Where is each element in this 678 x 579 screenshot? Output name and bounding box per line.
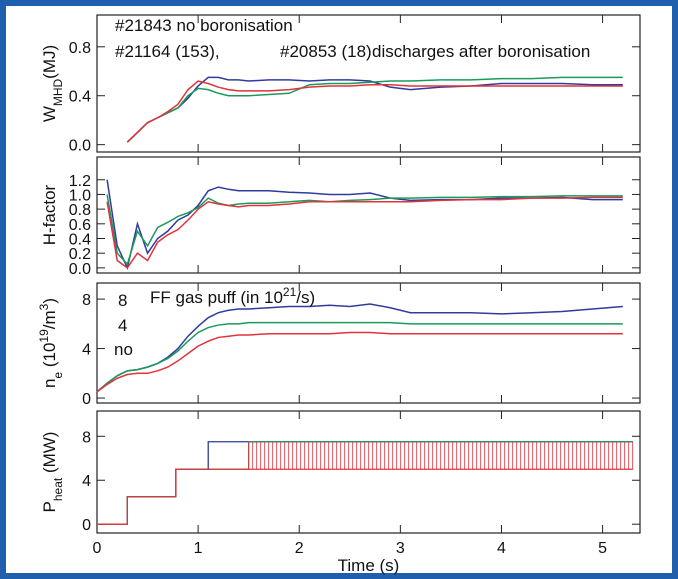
x-tick-label: 3 xyxy=(396,540,405,557)
y-tick-label: 8 xyxy=(82,292,91,309)
annotation: discharges after boronisation xyxy=(372,42,590,61)
legend-label: no xyxy=(114,340,133,359)
text-part: ) xyxy=(40,298,59,304)
y-tick-label: 0.0 xyxy=(69,261,91,278)
text-part: W xyxy=(40,106,59,122)
text-part: heat xyxy=(51,477,65,501)
y-tick-label: 0 xyxy=(82,391,91,408)
y-tick-label: 1.2 xyxy=(69,173,91,190)
text-part: (MW) xyxy=(40,432,59,478)
legend-label: #20853 (18) xyxy=(280,42,372,61)
axes-frame xyxy=(96,156,641,274)
y-tick-label: 0 xyxy=(82,517,91,534)
x-tick-label: 5 xyxy=(598,540,607,557)
text-part: /s) xyxy=(296,288,315,307)
x-tick-label: 2 xyxy=(295,540,304,557)
series-line xyxy=(96,331,623,393)
text-part: P xyxy=(40,501,59,512)
legend-label: 4 xyxy=(118,316,127,335)
x-axis-label: Time (s) xyxy=(338,556,400,575)
text-part: 19 xyxy=(37,329,51,343)
plot-background xyxy=(6,6,672,573)
y-axis-label: WMHD(MJ) xyxy=(40,45,65,122)
axes-frame xyxy=(96,282,641,404)
y-tick-label: 0.2 xyxy=(69,246,91,263)
text-part: e xyxy=(51,372,65,379)
text-part: MHD xyxy=(51,78,65,106)
x-tick-label: 0 xyxy=(93,540,102,557)
y-axis-label: ne (1019/m3) xyxy=(37,298,65,388)
text-part: FF gas puff (in 10 xyxy=(150,288,283,307)
legend-label: #21843 no boronisation xyxy=(115,16,293,35)
text-part: n xyxy=(40,379,59,388)
y-tick-label: 0.8 xyxy=(69,40,91,57)
x-tick-label: 1 xyxy=(194,540,203,557)
y-tick-label: 0.4 xyxy=(69,231,91,248)
y-tick-label: 1.0 xyxy=(69,187,91,204)
y-tick-label: 0.8 xyxy=(69,202,91,219)
axes-frame xyxy=(96,14,641,153)
text-part: H-factor xyxy=(40,184,59,245)
y-tick-label: 0.6 xyxy=(69,217,91,234)
y-tick-label: 4 xyxy=(82,473,91,490)
step-line xyxy=(97,468,633,525)
series-line xyxy=(126,80,623,143)
y-axis-label: Pheat (MW) xyxy=(40,432,65,513)
text-part: (MJ) xyxy=(40,45,59,79)
text-part: 3 xyxy=(37,303,51,310)
y-tick-label: 8 xyxy=(82,429,91,446)
y-tick-label: 4 xyxy=(82,342,91,359)
series-line xyxy=(96,321,623,393)
y-tick-label: 0.0 xyxy=(69,138,91,155)
series-line xyxy=(106,196,623,269)
axes-frame xyxy=(96,410,641,534)
legend-label: #21164 (153), xyxy=(115,42,220,61)
text-part: (10 xyxy=(40,343,59,372)
text-part: /m xyxy=(40,310,59,329)
x-tick-label: 4 xyxy=(497,540,506,557)
series-line xyxy=(126,76,623,143)
annotation: FF gas puff (in 1021/s) xyxy=(150,285,315,307)
legend-label: 8 xyxy=(118,291,127,310)
text-part: 21 xyxy=(283,285,297,299)
y-tick-label: 0.4 xyxy=(69,89,91,106)
series-line xyxy=(106,194,623,266)
y-axis-label: H-factor xyxy=(40,184,59,245)
